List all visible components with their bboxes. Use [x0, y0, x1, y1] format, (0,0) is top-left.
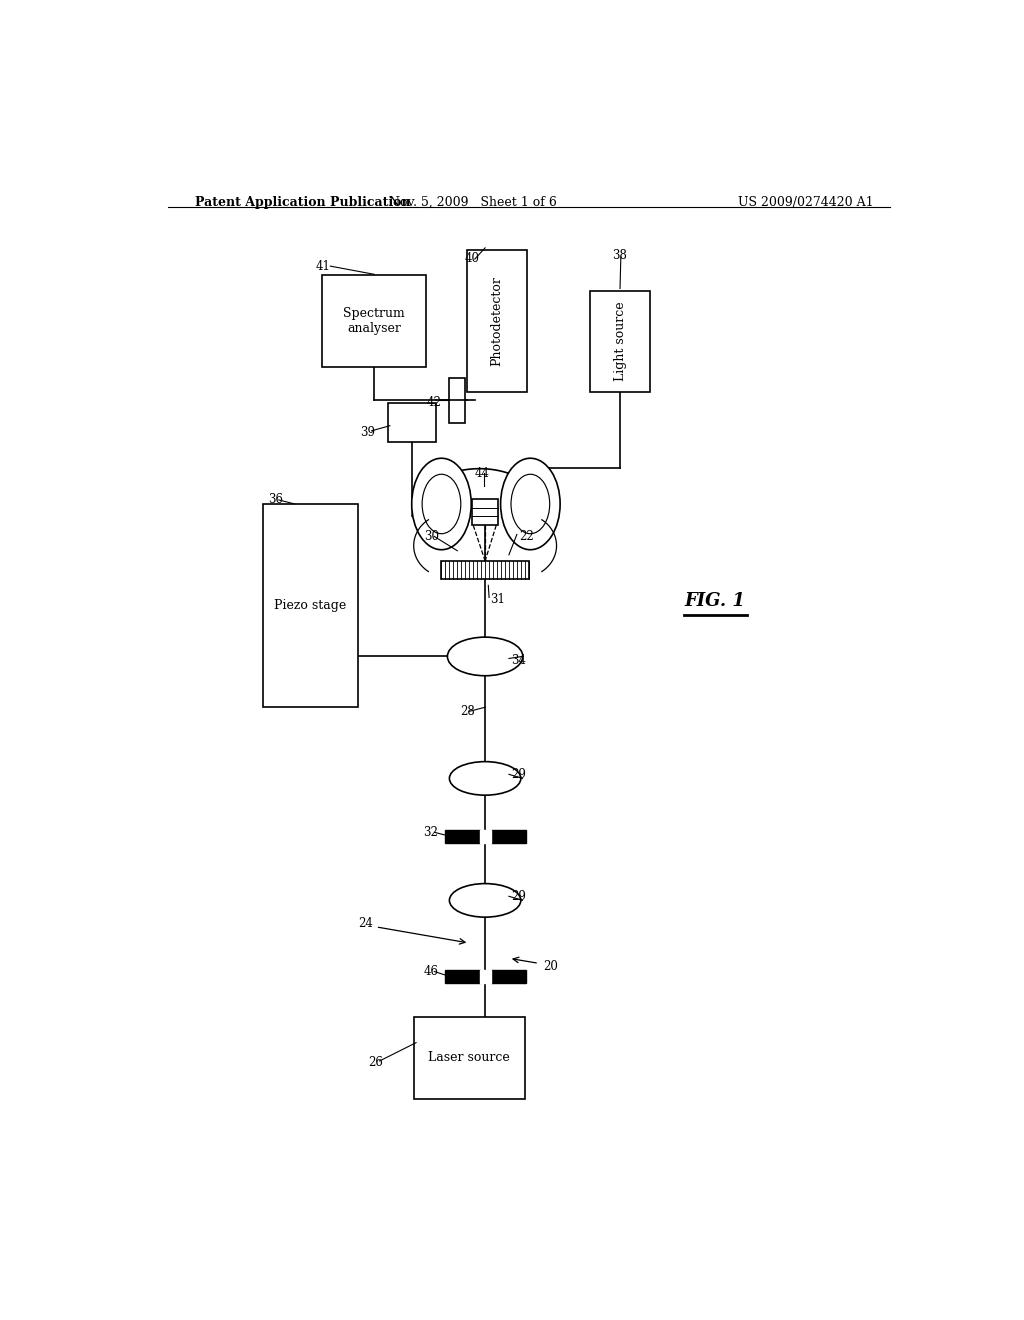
- Text: Nov. 5, 2009   Sheet 1 of 6: Nov. 5, 2009 Sheet 1 of 6: [389, 195, 557, 209]
- Text: 29: 29: [511, 890, 526, 903]
- Ellipse shape: [422, 474, 461, 533]
- Text: Light source: Light source: [613, 301, 627, 381]
- Text: Laser source: Laser source: [428, 1052, 510, 1064]
- Text: 44: 44: [475, 467, 489, 480]
- Text: 46: 46: [423, 965, 438, 978]
- Text: 32: 32: [423, 826, 438, 838]
- Text: 31: 31: [489, 593, 505, 606]
- Bar: [323, 276, 426, 367]
- Text: 29: 29: [511, 768, 526, 781]
- Bar: [490, 970, 525, 983]
- Bar: [590, 290, 650, 392]
- Bar: [467, 249, 526, 392]
- Ellipse shape: [447, 638, 523, 676]
- Bar: [444, 970, 479, 983]
- Bar: [263, 504, 358, 708]
- Text: US 2009/0274420 A1: US 2009/0274420 A1: [738, 195, 873, 209]
- Bar: [472, 499, 498, 525]
- Bar: [490, 830, 525, 843]
- Text: 39: 39: [360, 426, 376, 440]
- Bar: [388, 404, 436, 442]
- Ellipse shape: [511, 474, 550, 533]
- Text: 30: 30: [424, 531, 439, 543]
- Text: 24: 24: [358, 917, 373, 931]
- Bar: [450, 378, 465, 422]
- Text: 40: 40: [465, 252, 479, 264]
- Text: 28: 28: [460, 705, 474, 718]
- Bar: [479, 830, 490, 843]
- Bar: [479, 970, 490, 983]
- Ellipse shape: [412, 458, 471, 549]
- Bar: [444, 830, 479, 843]
- Text: Piezo stage: Piezo stage: [274, 599, 347, 612]
- Text: Photodetector: Photodetector: [490, 276, 504, 366]
- Text: 38: 38: [612, 249, 627, 263]
- Ellipse shape: [450, 762, 521, 795]
- Text: Patent Application Publication: Patent Application Publication: [196, 195, 411, 209]
- Text: FIG. 1: FIG. 1: [685, 591, 745, 610]
- Bar: [414, 1018, 524, 1098]
- Text: 26: 26: [369, 1056, 383, 1069]
- Text: 42: 42: [426, 396, 441, 409]
- Bar: [441, 561, 528, 579]
- Ellipse shape: [501, 458, 560, 549]
- Text: 36: 36: [268, 494, 284, 507]
- Text: 22: 22: [519, 531, 534, 543]
- Text: 20: 20: [543, 960, 558, 973]
- Text: 41: 41: [316, 260, 331, 273]
- Text: 34: 34: [511, 653, 526, 667]
- Text: Spectrum
analyser: Spectrum analyser: [343, 308, 404, 335]
- Ellipse shape: [450, 883, 521, 917]
